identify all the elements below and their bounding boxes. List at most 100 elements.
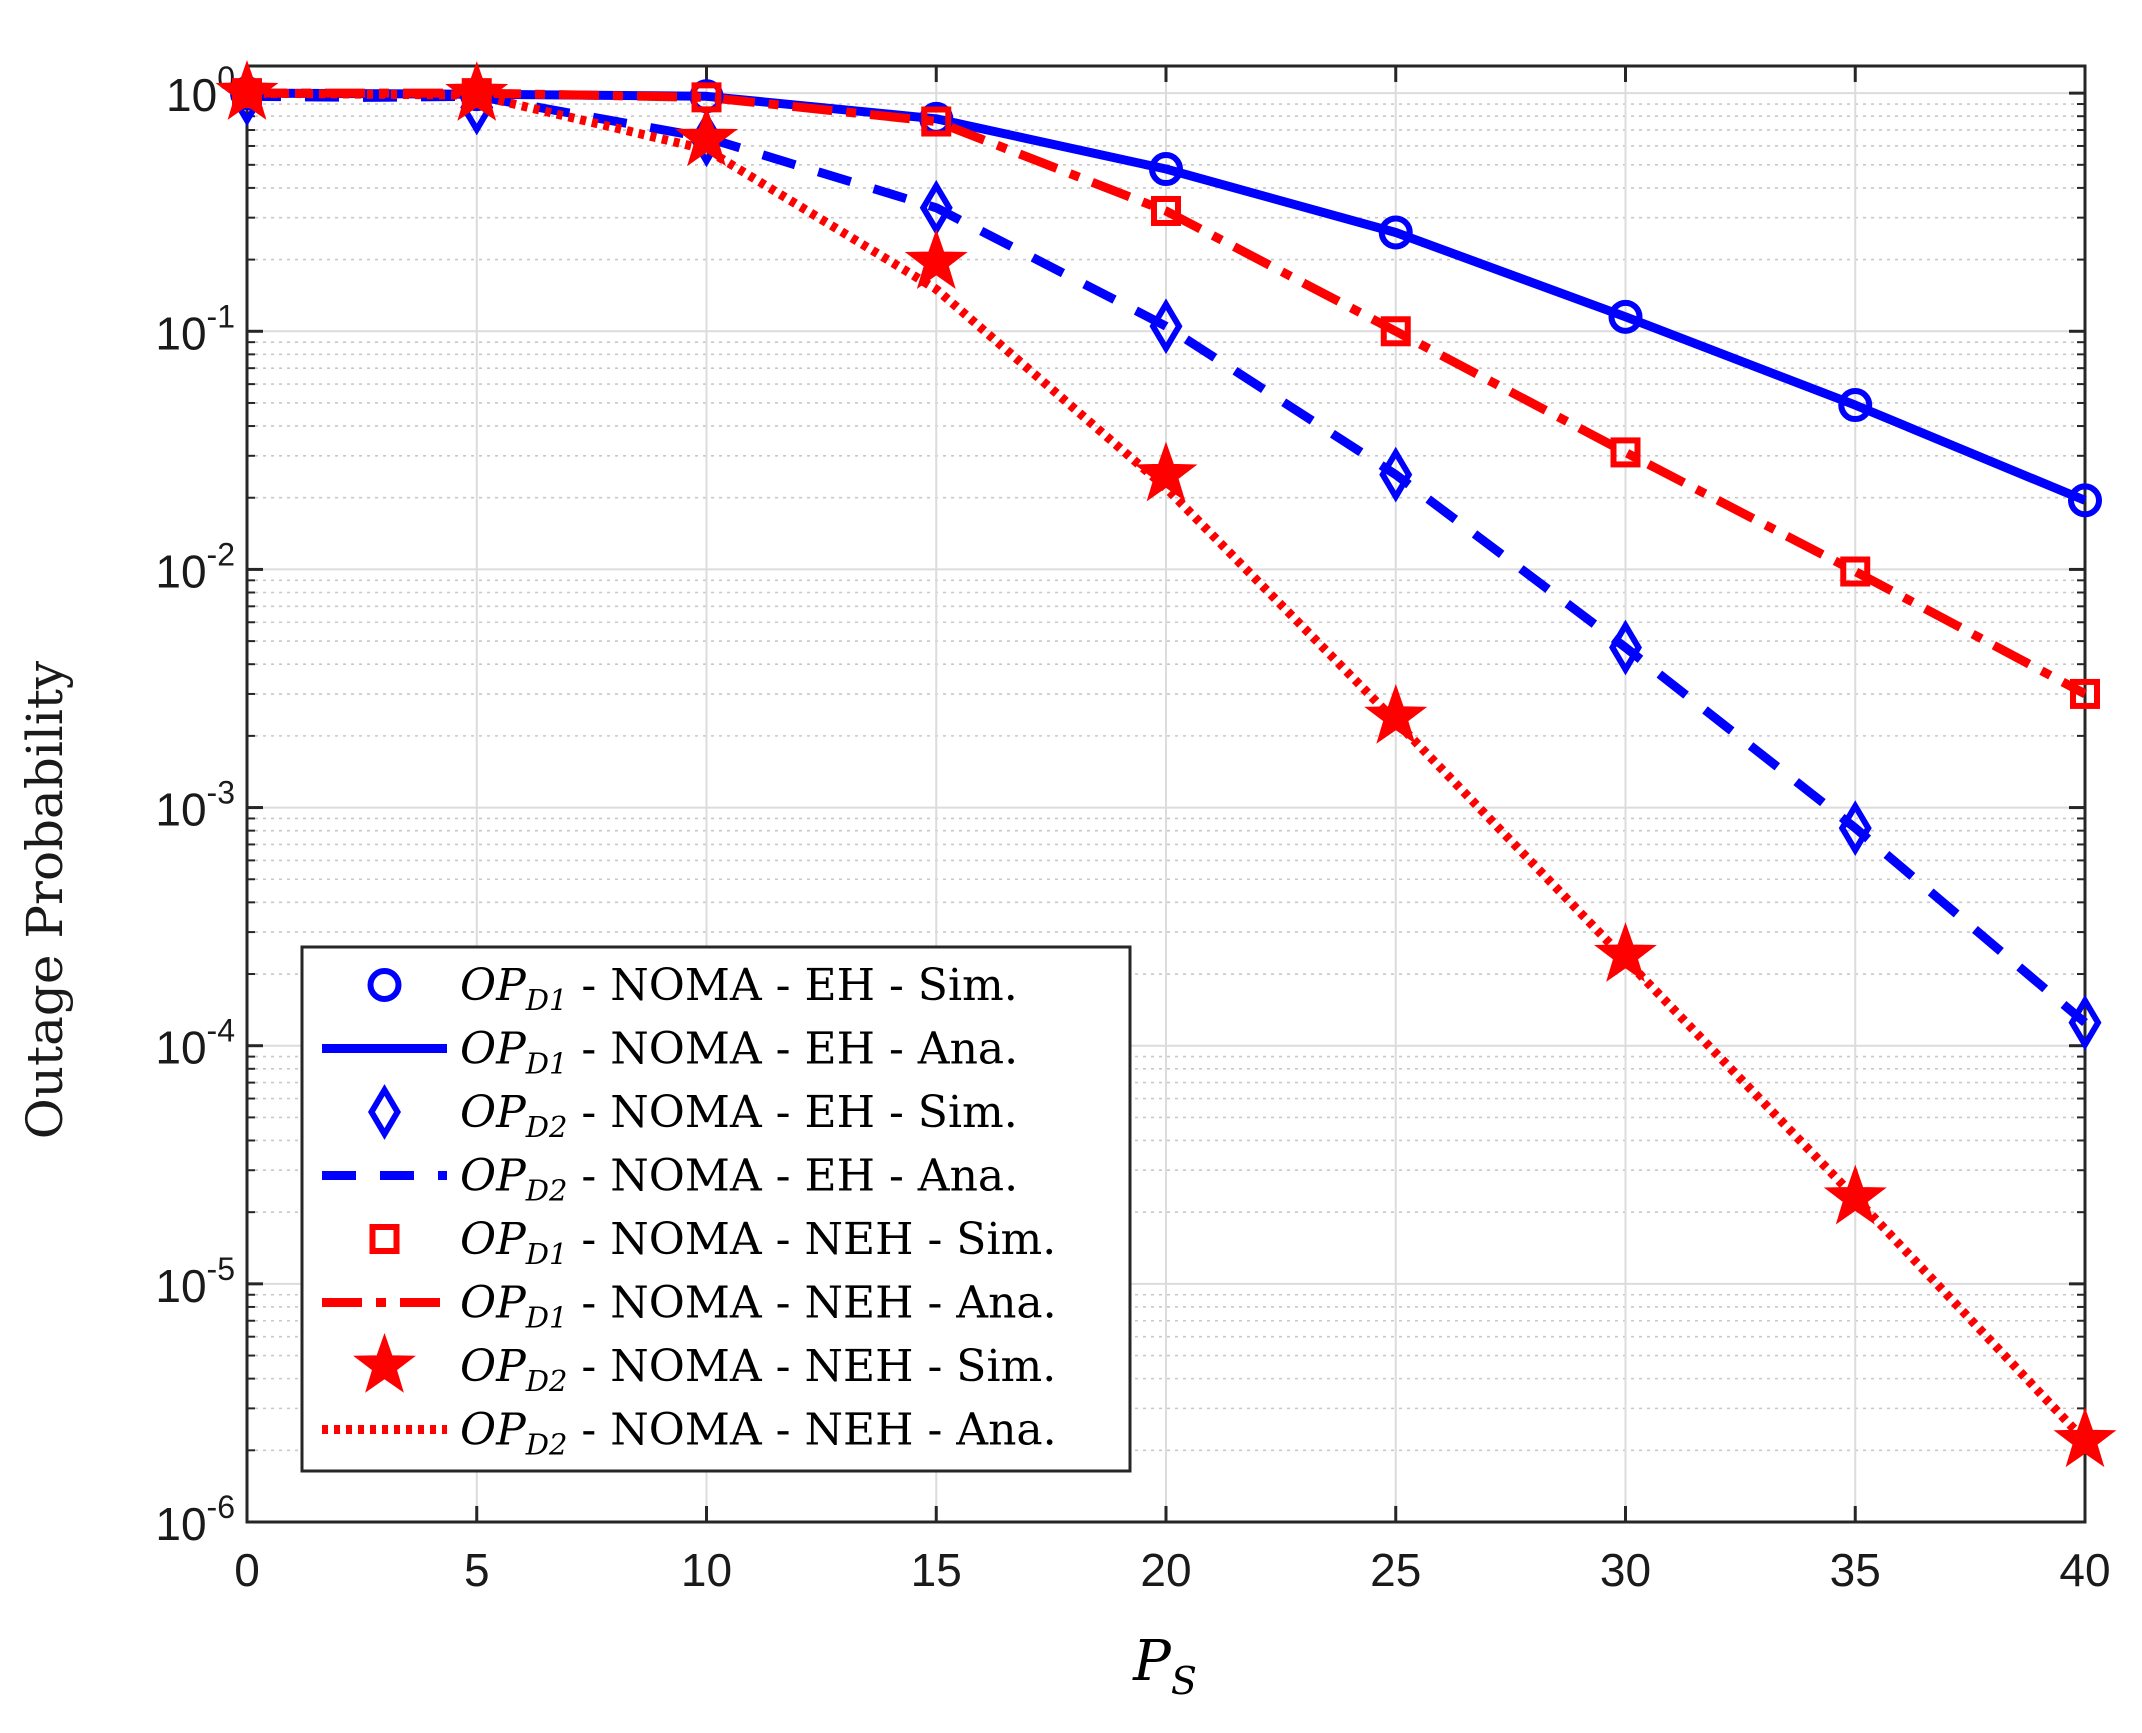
y-tick-base: 10 — [155, 1260, 206, 1312]
legend-marker-0 — [367, 968, 402, 1002]
legend-label-main: OP — [460, 960, 527, 1011]
series-0-point-6 — [1608, 299, 1643, 334]
x-axis-label-main: P — [1132, 1629, 1172, 1694]
y-tick-label: 10-5 — [155, 1251, 235, 1312]
y-tick-base: 10 — [155, 1022, 206, 1074]
legend-label-main: OP — [460, 1278, 527, 1329]
series-0-point-4 — [1149, 152, 1183, 187]
series-2-point-8 — [2068, 994, 2102, 1051]
y-tick-base: 10 — [155, 784, 206, 836]
legend-label-rest: - NOMA - NEH - Ana. — [567, 1278, 1056, 1329]
legend-label-rest: - NOMA - NEH - Ana. — [567, 1405, 1056, 1456]
legend-label-main: OP — [460, 1087, 527, 1138]
y-tick-base: 10 — [155, 545, 206, 597]
legend-label-3: OPD2 - NOMA - EH - Ana. — [460, 1151, 1018, 1208]
x-tick-label: 10 — [681, 1544, 732, 1596]
y-tick-base: 10 — [155, 1498, 206, 1550]
legend-label-sub: D2 — [525, 1110, 568, 1144]
series-4-point-3 — [921, 106, 952, 137]
legend-label-sub: D1 — [525, 1237, 568, 1271]
y-axis-label: Outage Probability — [16, 660, 74, 1139]
y-tick-exponent: -3 — [207, 775, 235, 811]
series-line-5 — [247, 88, 2088, 698]
legend-label-rest: - NOMA - EH - Sim. — [567, 1087, 1017, 1138]
y-tick-label: 10-3 — [155, 775, 235, 836]
legend-label-6: OPD2 - NOMA - NEH - Sim. — [460, 1341, 1056, 1398]
series-2-point-7 — [1838, 800, 1872, 856]
series-0-point-7 — [1838, 388, 1873, 423]
x-axis-label-sub: S — [1171, 1659, 1197, 1703]
legend-marker-4 — [369, 1224, 400, 1254]
x-axis-label: PS — [1132, 1629, 1197, 1703]
legend-label-main: OP — [460, 1151, 527, 1202]
series-4-point-6 — [1610, 437, 1641, 468]
series-4-point-7 — [1840, 556, 1871, 587]
series-layer — [215, 60, 2117, 1468]
x-tick-label: 30 — [1600, 1544, 1651, 1596]
legend-label-rest: - NOMA - EH - Ana. — [567, 1151, 1018, 1202]
legend-label-sub: D1 — [525, 983, 568, 1017]
series-6-point-3 — [904, 229, 968, 289]
legend-box — [300, 945, 1132, 1473]
legend-label-2: OPD2 - NOMA - EH - Sim. — [460, 1087, 1018, 1144]
series-6-point-4 — [1134, 441, 1198, 502]
legend-label-rest: - NOMA - NEH - Sim. — [567, 1341, 1056, 1392]
legend-label-0: OPD1 - NOMA - EH - Sim. — [460, 960, 1018, 1017]
y-tick-label: 10-1 — [155, 298, 235, 359]
series-4-point-5 — [1380, 316, 1411, 347]
series-line-1 — [246, 88, 2087, 505]
x-tick-label: 20 — [1140, 1544, 1191, 1596]
y-tick-exponent: -6 — [207, 1489, 235, 1525]
y-tick-base: 10 — [166, 69, 217, 121]
legend-label-sub: D2 — [525, 1428, 568, 1462]
y-tick-label: 10-6 — [155, 1489, 235, 1550]
legend-label-sub: D1 — [525, 1301, 568, 1335]
y-tick-exponent: -2 — [207, 536, 235, 572]
series-0-point-8 — [2068, 483, 2102, 518]
x-tick-label: 5 — [464, 1544, 490, 1596]
series-2-point-6 — [1609, 619, 1642, 676]
legend-label-rest: - NOMA - EH - Ana. — [567, 1024, 1018, 1075]
y-tick-exponent: -4 — [207, 1013, 235, 1049]
legend-label-1: OPD1 - NOMA - EH - Ana. — [460, 1024, 1018, 1081]
y-tick-label: 10-2 — [155, 536, 235, 597]
legend: OPD1 - NOMA - EH - Sim.OPD1 - NOMA - EH … — [300, 945, 1132, 1473]
legend-label-main: OP — [460, 1024, 527, 1075]
legend-label-7: OPD2 - NOMA - NEH - Ana. — [460, 1405, 1057, 1462]
y-tick-label: 10-4 — [155, 1013, 235, 1074]
legend-label-rest: - NOMA - EH - Sim. — [567, 960, 1017, 1011]
y-tick-exponent: -1 — [207, 298, 235, 334]
legend-label-sub: D2 — [525, 1174, 568, 1208]
legend-marker-6 — [353, 1332, 416, 1393]
x-tick-label: 0 — [234, 1544, 260, 1596]
x-tick-label: 25 — [1370, 1544, 1421, 1596]
x-tick-label: 15 — [911, 1544, 962, 1596]
series-2-point-5 — [1379, 446, 1413, 503]
legend-label-rest: - NOMA - NEH - Sim. — [567, 1214, 1056, 1265]
series-0-point-5 — [1378, 215, 1413, 250]
series-6-point-8 — [2053, 1407, 2117, 1468]
legend-marker-2 — [368, 1084, 401, 1140]
series-line-3 — [246, 91, 2088, 1027]
series-6-point-6 — [1594, 922, 1657, 982]
x-tick-label: 35 — [1830, 1544, 1881, 1596]
series-6-point-7 — [1823, 1164, 1887, 1225]
legend-label-sub: D1 — [525, 1047, 568, 1081]
series-6-point-5 — [1364, 683, 1428, 744]
series-2-point-4 — [1149, 298, 1183, 355]
y-tick-exponent: -5 — [207, 1251, 235, 1287]
series-6-point-0 — [215, 60, 279, 120]
series-6-point-2 — [675, 106, 738, 167]
legend-label-4: OPD1 - NOMA - NEH - Sim. — [460, 1214, 1056, 1271]
series-6-point-1 — [445, 61, 509, 121]
y-tick-base: 10 — [155, 307, 206, 359]
legend-label-main: OP — [460, 1405, 527, 1456]
x-tick-label: 40 — [2059, 1544, 2110, 1596]
series-4-point-8 — [2070, 678, 2100, 709]
legend-label-5: OPD1 - NOMA - NEH - Ana. — [460, 1278, 1057, 1335]
legend-label-main: OP — [460, 1341, 527, 1392]
legend-label-sub: D2 — [525, 1364, 568, 1398]
legend-label-main: OP — [460, 1214, 527, 1265]
